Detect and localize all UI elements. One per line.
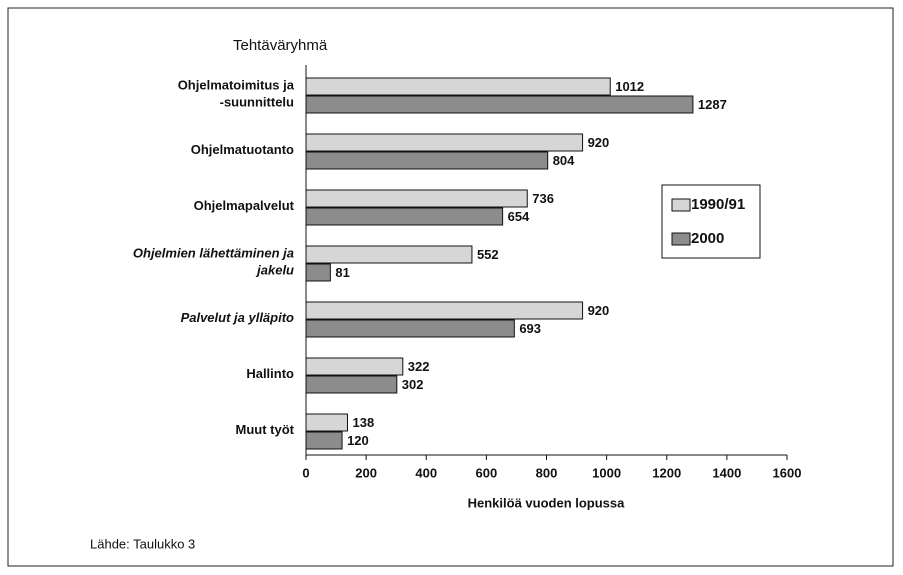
x-tick-label: 800 (536, 465, 558, 480)
legend-swatch (671, 198, 691, 212)
category-label: Ohjelmapalvelut (194, 198, 295, 213)
bar (305, 357, 404, 376)
value-label: 120 (347, 433, 369, 448)
bar (305, 151, 549, 170)
source: Lähde: Taulukko 3 (90, 536, 195, 551)
value-label: 552 (477, 247, 499, 262)
bar (305, 133, 584, 152)
chart-title: Tehtäväryhmä (233, 37, 328, 54)
x-axis-label: Henkilöä vuoden lopussa (468, 495, 626, 510)
frame (7, 7, 894, 567)
x-tick-label: 400 (415, 465, 437, 480)
category-label: Ohjelmatoimitus ja -suunnittelu (178, 78, 295, 110)
bar (305, 245, 473, 264)
bar (305, 413, 348, 432)
value-label: 920 (588, 135, 610, 150)
x-tick-label: 1000 (592, 465, 621, 480)
x-tick-label: 1200 (652, 465, 681, 480)
value-label: 1012 (615, 79, 644, 94)
x-tick-label: 600 (476, 465, 498, 480)
category-label: Ohjelmien lähettäminen ja jakelu (133, 246, 294, 278)
bar (305, 375, 398, 394)
bar (305, 95, 694, 114)
value-label: 920 (588, 303, 610, 318)
bar (305, 207, 504, 226)
bar (305, 189, 528, 208)
category-label: Palvelut ja ylläpito (181, 310, 294, 325)
value-label: 302 (402, 377, 424, 392)
x-tick-label: 1400 (712, 465, 741, 480)
category-label: Ohjelmatuotanto (191, 142, 294, 157)
x-tick-label: 0 (302, 465, 309, 480)
legend-label: 2000 (691, 230, 724, 247)
legend-label: 1990/91 (691, 196, 745, 213)
x-tick-label: 200 (355, 465, 377, 480)
legend-box (661, 184, 761, 259)
bar (305, 319, 515, 338)
value-label: 804 (553, 153, 575, 168)
category-label: Hallinto (246, 366, 294, 381)
bar (305, 77, 611, 96)
value-label: 138 (352, 415, 374, 430)
bar (305, 263, 331, 282)
bar (305, 431, 343, 450)
value-label: 654 (508, 209, 530, 224)
bar (305, 301, 584, 320)
value-label: 322 (408, 359, 430, 374)
legend-swatch (671, 232, 691, 246)
x-tick-label: 1600 (773, 465, 802, 480)
category-label: Muut työt (236, 422, 295, 437)
value-label: 736 (532, 191, 554, 206)
value-label: 1287 (698, 97, 727, 112)
value-label: 693 (519, 321, 541, 336)
value-label: 81 (335, 265, 349, 280)
